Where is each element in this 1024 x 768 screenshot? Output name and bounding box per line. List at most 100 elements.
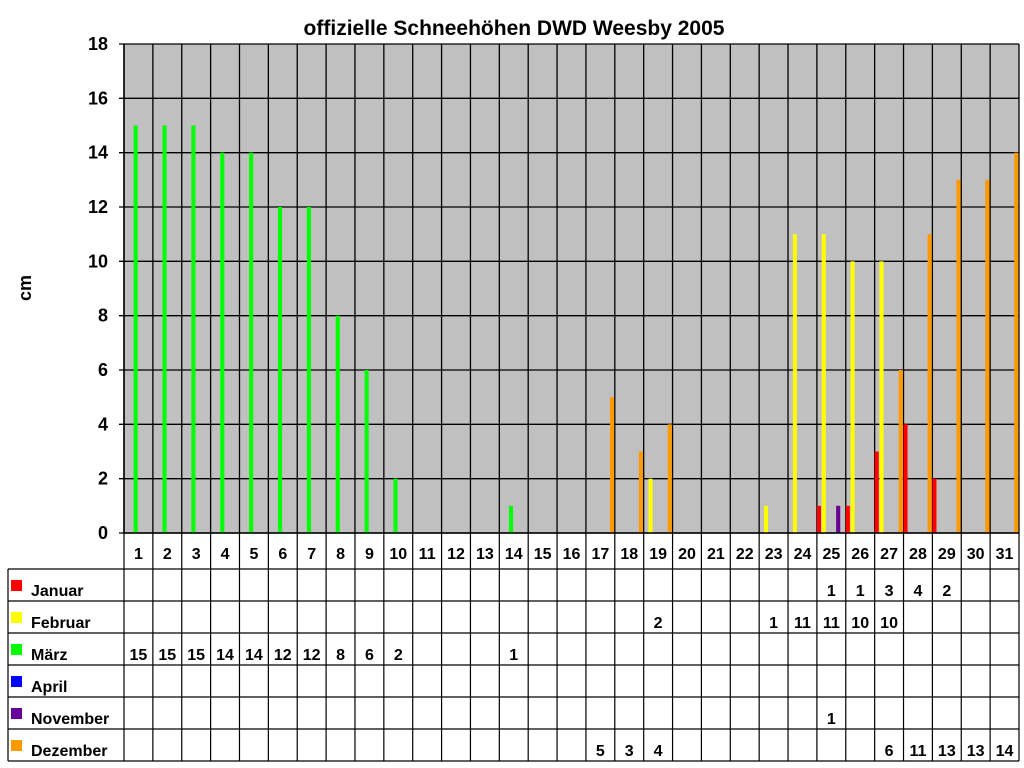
table-cell-value: 14 [216, 647, 234, 664]
y-tick-label: 2 [98, 469, 108, 489]
x-tick-label: 7 [307, 546, 316, 563]
table-cell-value: 11 [909, 743, 926, 760]
table-cell-value: 3 [625, 743, 634, 760]
x-tick-label: 19 [649, 546, 667, 563]
bar-märz-8 [335, 315, 340, 533]
bar-dezember-28 [927, 234, 932, 533]
table-cell-value: 15 [158, 647, 176, 664]
table-cell-value: 2 [654, 615, 663, 632]
table-cell-value: 1 [509, 647, 518, 664]
x-tick-label: 26 [851, 546, 869, 563]
legend-label: Januar [31, 583, 83, 600]
x-tick-label: 11 [419, 546, 436, 563]
table-cell-value: 12 [303, 647, 321, 664]
chart-title: offizielle Schneehöhen DWD Weesby 2005 [304, 17, 725, 40]
y-tick-label: 14 [88, 143, 108, 163]
y-tick-label: 6 [98, 360, 108, 380]
bar-januar-29 [932, 478, 937, 533]
table-row-april: April [11, 676, 67, 696]
legend-swatch-icon [11, 644, 22, 655]
table-cell-value: 6 [885, 743, 894, 760]
legend-label: April [31, 679, 67, 696]
x-tick-label: 23 [765, 546, 783, 563]
bar-februar-27 [879, 261, 884, 533]
x-tick-label: 12 [447, 546, 465, 563]
table-cell-value: 11 [823, 615, 840, 632]
table-cell-value: 14 [245, 647, 263, 664]
legend-swatch-icon [11, 676, 22, 687]
bar-märz-9 [364, 370, 369, 533]
legend-label: März [31, 647, 67, 664]
x-tick-label: 22 [736, 546, 754, 563]
table-cell-value: 10 [851, 615, 869, 632]
table-cell-value: 1 [827, 583, 836, 600]
table-cell-value: 15 [130, 647, 148, 664]
bar-januar-28 [903, 424, 908, 533]
bar-dezember-31 [1014, 152, 1019, 533]
bar-februar-26 [850, 261, 855, 533]
bar-märz-10 [393, 478, 398, 533]
table-cell-value: 8 [336, 647, 345, 664]
x-tick-label: 9 [365, 546, 374, 563]
x-tick-label: 21 [707, 546, 725, 563]
table-cell-value: 2 [942, 583, 951, 600]
x-tick-label: 29 [938, 546, 956, 563]
table-cell-value: 13 [967, 743, 985, 760]
x-tick-label: 24 [794, 546, 812, 563]
x-tick-label: 13 [476, 546, 494, 563]
x-tick-label: 1 [134, 546, 143, 563]
x-tick-label: 2 [163, 546, 172, 563]
x-tick-label: 28 [909, 546, 927, 563]
bar-dezember-17 [609, 397, 615, 533]
bar-märz-14 [508, 505, 514, 533]
y-tick-label: 10 [88, 251, 108, 271]
bar-märz-7 [306, 207, 311, 533]
table-row-märz: März 15 15 15 14 14 12 12 8 6 2 1 [11, 644, 518, 664]
table-cell-value: 5 [596, 743, 605, 760]
legend-swatch-icon [11, 740, 22, 751]
table-cell-value: 2 [394, 647, 403, 664]
x-tick-label: 25 [822, 546, 840, 563]
table-cell-value: 12 [274, 647, 292, 664]
plot-background [124, 44, 1019, 533]
y-tick-label: 18 [88, 34, 108, 54]
x-tick-label: 30 [967, 546, 985, 563]
legend-swatch-icon [11, 708, 22, 719]
table-cell-value: 11 [794, 615, 811, 632]
x-tick-label: 8 [336, 546, 345, 563]
bar-märz-6 [277, 207, 283, 533]
table-cell-value: 4 [913, 583, 922, 600]
table-cell-value: 6 [365, 647, 374, 664]
bar-dezember-19 [667, 424, 672, 533]
y-tick-label: 8 [98, 306, 108, 326]
x-tick-label: 4 [221, 546, 230, 563]
bar-februar-23 [763, 505, 769, 533]
bar-märz-3 [191, 125, 196, 533]
bar-februar-24 [792, 234, 797, 533]
legend-label: Februar [31, 615, 91, 632]
table-cell-value: 1 [769, 615, 778, 632]
x-tick-label: 14 [505, 546, 523, 563]
x-tick-label: 20 [678, 546, 696, 563]
table-row-januar: Januar 1 1 3 4 2 [11, 580, 951, 600]
table-cell-value: 14 [996, 743, 1014, 760]
bar-märz-4 [220, 152, 225, 533]
x-tick-label: 10 [389, 546, 407, 563]
bar-januar-27 [874, 451, 879, 533]
plot-area: 0 2 4 6 8 10 12 14 16 18 [88, 34, 1020, 543]
bar-februar-25 [821, 234, 826, 533]
table-row-februar: Februar 2 1 11 11 10 10 [11, 612, 898, 632]
x-tick-label: 17 [591, 546, 609, 563]
bar-märz-2 [162, 125, 167, 533]
table-cell-value: 1 [856, 583, 865, 600]
bar-november-25 [836, 505, 841, 533]
bar-dezember-29 [956, 179, 961, 534]
legend-label: November [31, 711, 109, 728]
x-tick-label: 16 [563, 546, 581, 563]
y-tick-label: 12 [88, 197, 108, 217]
y-axis-label: cm [15, 275, 35, 301]
bar-märz-5 [249, 152, 254, 533]
x-tick-label: 5 [249, 546, 258, 563]
table-cell-value: 1 [827, 711, 836, 728]
x-tick-label: 3 [192, 546, 201, 563]
